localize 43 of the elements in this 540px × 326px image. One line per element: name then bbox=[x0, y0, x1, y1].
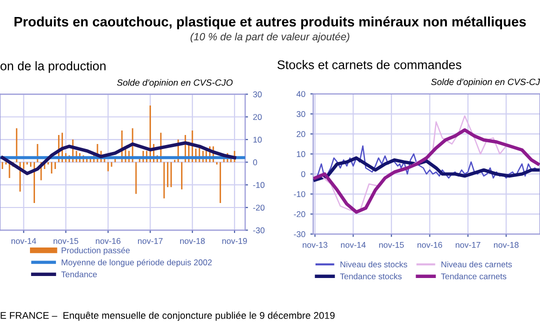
legend-label: Tendance carnets bbox=[441, 273, 506, 280]
x-tick-label: nov-18 bbox=[180, 238, 205, 244]
legend-label: Niveau des carnets bbox=[442, 261, 512, 268]
line-series bbox=[313, 156, 540, 182]
y-tick-label: 20 bbox=[253, 114, 262, 120]
x-tick-label: nov-17 bbox=[138, 238, 163, 244]
y-tick-label: -30 bbox=[253, 227, 265, 234]
x-tick-label: nov-16 bbox=[418, 242, 442, 248]
x-tick-label: nov-17 bbox=[456, 242, 480, 248]
text: E FRANCE – Enquête mensuelle de conjoncture publiée le 9 décembre 2019 bbox=[0, 312, 335, 321]
text: Produits en caoutchouc, plastique et autres produits minéraux non métalliques bbox=[14, 16, 526, 30]
x-tick-label: nov-18 bbox=[494, 242, 519, 248]
y-tick-label: 10 bbox=[253, 136, 262, 143]
chart-subtitle: Solde d'opinion en CVS-CJ bbox=[431, 78, 540, 87]
chart-subtitle: Solde d'opinion en CVS-CJO bbox=[117, 79, 233, 88]
legend-label: Niveau des stocks bbox=[340, 261, 408, 268]
x-tick-label: nov-13 bbox=[302, 242, 328, 248]
y-tick-label: 20 bbox=[296, 131, 306, 138]
chart-title: Stocks et carnets de commandes bbox=[277, 60, 462, 70]
x-tick-label: nov-16 bbox=[96, 238, 120, 244]
x-tick-label: nov-15 bbox=[379, 242, 404, 248]
x-tick-label: nov-14 bbox=[341, 242, 366, 248]
x-tick-label: nov-14 bbox=[11, 238, 36, 244]
y-tick-label: -10 bbox=[294, 191, 306, 198]
y-tick-label: 10 bbox=[296, 151, 306, 158]
y-tick-label: 30 bbox=[296, 111, 306, 118]
x-tick-label: nov-15 bbox=[54, 238, 78, 244]
y-tick-label: -30 bbox=[294, 231, 306, 238]
legend-label: Tendance bbox=[61, 271, 97, 278]
y-tick-label: -20 bbox=[294, 211, 306, 218]
y-tick-label: -10 bbox=[253, 182, 265, 188]
x-tick-label: nov-19 bbox=[222, 238, 247, 244]
legend-label: Tendance stocks bbox=[340, 273, 402, 280]
legend-label: Moyenne de longue période depuis 2002 bbox=[62, 259, 212, 267]
y-tick-label: -20 bbox=[253, 204, 265, 211]
y-tick-label: 0 bbox=[253, 159, 258, 166]
y-tick-label: 40 bbox=[296, 91, 306, 97]
chart-title: on de la production bbox=[0, 61, 106, 73]
text: (10 % de la part de valeur ajoutée) bbox=[190, 32, 350, 42]
y-tick-label: 30 bbox=[253, 91, 262, 98]
line-series bbox=[0, 141, 236, 176]
y-tick-label: 0 bbox=[301, 171, 306, 178]
legend-label: Production passée bbox=[62, 247, 130, 255]
